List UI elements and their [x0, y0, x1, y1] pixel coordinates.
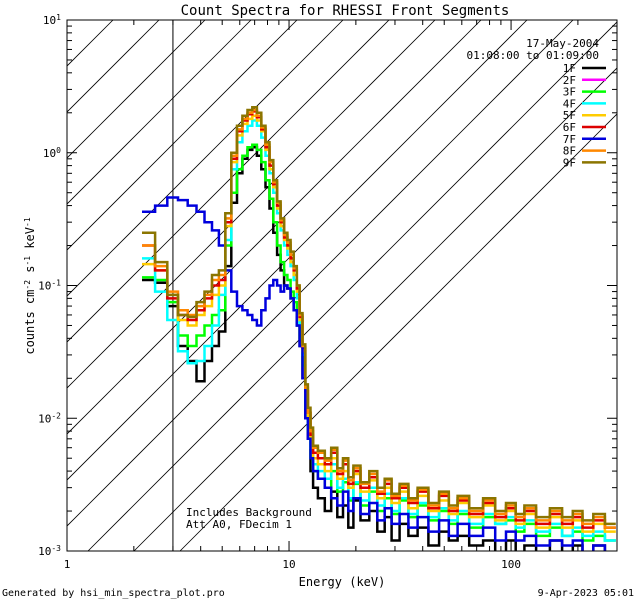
date-label: 17-May-2004	[526, 37, 599, 50]
y-tick-label: 100	[43, 145, 61, 160]
y-tick-label: 10-1	[38, 278, 61, 293]
y-tick-label: 10-2	[38, 411, 61, 426]
legend-label-2F: 2F	[563, 74, 576, 87]
background-note: Includes Background	[186, 506, 312, 519]
legend-label-5F: 5F	[563, 109, 576, 122]
legend-label-9F: 9F	[563, 156, 576, 169]
hatch-line	[67, 20, 298, 251]
series-7F	[142, 196, 607, 551]
legend-label-7F: 7F	[563, 133, 576, 146]
chart-title: Count Spectra for RHESSI Front Segments	[181, 3, 510, 19]
y-tick-label: 101	[43, 13, 61, 28]
hatch-line	[67, 20, 390, 343]
x-axis-label: Energy (keV)	[299, 575, 386, 589]
hatch-line	[67, 20, 436, 389]
legend-label-1F: 1F	[563, 62, 576, 75]
legend-label-3F: 3F	[563, 86, 576, 99]
x-tick-label: 10	[282, 558, 295, 571]
attenuator-note: Att A0, FDecim 1	[186, 518, 292, 531]
generated-by-label: Generated by hsi_min_spectra_plot.pro	[2, 588, 225, 599]
hatch-line	[67, 20, 160, 113]
series-9F	[142, 106, 616, 526]
hatch-line	[67, 20, 206, 159]
x-tick-label: 1	[64, 558, 71, 571]
timestamp-label: 9-Apr-2023 05:01	[538, 588, 634, 599]
hatch-line	[67, 20, 574, 527]
x-axis: 1 10 100	[64, 20, 618, 571]
hatch-line	[179, 113, 617, 551]
series-4F	[142, 119, 616, 542]
hatched-region	[67, 20, 617, 551]
hatch-line	[67, 20, 528, 481]
time-range-label: 01:08:00 to 01:09:00	[467, 49, 599, 62]
x-tick-label: 100	[501, 558, 521, 571]
y-axis-label: counts cm-2 s-1 keV-1	[23, 217, 38, 354]
y-axis: 10-3 10-2 10-1 100 101	[38, 13, 617, 559]
hatch-line	[87, 21, 617, 551]
legend-label-6F: 6F	[563, 121, 576, 134]
legend-label-4F: 4F	[563, 97, 576, 110]
legend-label-8F: 8F	[563, 145, 576, 158]
hatch-line	[67, 20, 252, 205]
hatch-line	[133, 67, 617, 551]
series-layer	[142, 106, 616, 551]
y-tick-label: 10-3	[38, 544, 61, 559]
